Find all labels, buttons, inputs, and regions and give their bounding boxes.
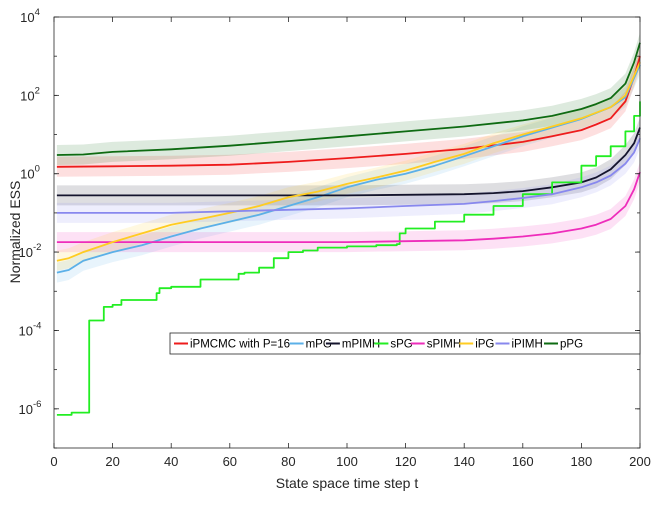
legend: iPMCMC with P=16 mPG mPIMH sPG sPIMH iPG iPIMH… (169, 332, 641, 355)
legend-label: iPIMH (512, 339, 543, 351)
y-tick-label: 10-4 (19, 320, 42, 338)
x-axis-title: State space time step t (276, 475, 419, 491)
x-tick-label: 80 (281, 454, 295, 469)
y-tick-label: 10-6 (19, 399, 42, 417)
series-line-mpg (56, 64, 641, 274)
y-axis-ticks: 10-6 10-4 10-2 100 102 104 (19, 7, 640, 449)
band-mpimh (56, 117, 640, 206)
legend-entry-ipmcmc-with-p-16: iPMCMC with P=16 (174, 339, 290, 351)
x-tick-label: 40 (164, 454, 178, 469)
band-ipmcmc-with-p-16 (56, 46, 640, 177)
legend-label: mPG (306, 339, 332, 351)
y-tick-label: 100 (20, 164, 40, 182)
band-mpg (56, 54, 640, 283)
legend-label: sPG (390, 339, 412, 351)
legend-box (169, 332, 641, 355)
legend-entry-spimh: sPIMH (410, 339, 462, 351)
x-tick-label: 180 (571, 454, 593, 469)
band-ppg (56, 32, 640, 165)
legend-entry-ipg: iPG (459, 339, 494, 351)
legend-entry-mpimh: mPIMH (325, 339, 380, 351)
x-tick-label: 20 (105, 454, 119, 469)
legend-entry-mpg: mPG (289, 339, 332, 351)
series-line-spg (56, 101, 641, 416)
y-tick-label: 104 (20, 7, 40, 25)
legend-entry-ipimh: iPIMH (495, 339, 543, 351)
band-spimh (56, 162, 640, 253)
legend-label: pPG (560, 339, 583, 351)
x-axis-ticks: 0 20 40 60 80 100 120 140 160 180 200 (50, 17, 651, 469)
legend-label: mPIMH (342, 339, 380, 351)
series-line-ppg (56, 42, 641, 156)
y-axis-title: Normalized ESS (7, 181, 23, 284)
x-tick-label: 60 (223, 454, 237, 469)
series-line-ipimh (56, 137, 641, 214)
legend-label: iPMCMC with P=16 (190, 339, 290, 351)
series-line-spimh (56, 171, 641, 243)
series-line-ipg (56, 61, 641, 262)
legend-label: sPIMH (427, 339, 462, 351)
legend-entry-spg: sPG (374, 339, 413, 351)
series-line-mpimh (56, 127, 641, 197)
x-tick-label: 0 (50, 454, 57, 469)
x-tick-label: 160 (512, 454, 534, 469)
legend-entry-ppg: pPG (544, 339, 583, 351)
legend-label: iPG (475, 339, 494, 351)
series-lines (56, 42, 641, 416)
x-tick-label: 120 (395, 454, 417, 469)
band-ipimh (56, 128, 640, 223)
y-tick-label: 102 (20, 85, 40, 103)
x-tick-label: 200 (629, 454, 651, 469)
x-tick-label: 140 (453, 454, 475, 469)
confidence-bands (56, 32, 640, 283)
band-ipg (56, 52, 640, 271)
x-tick-label: 100 (336, 454, 358, 469)
y-tick-label: 10-2 (19, 242, 42, 260)
